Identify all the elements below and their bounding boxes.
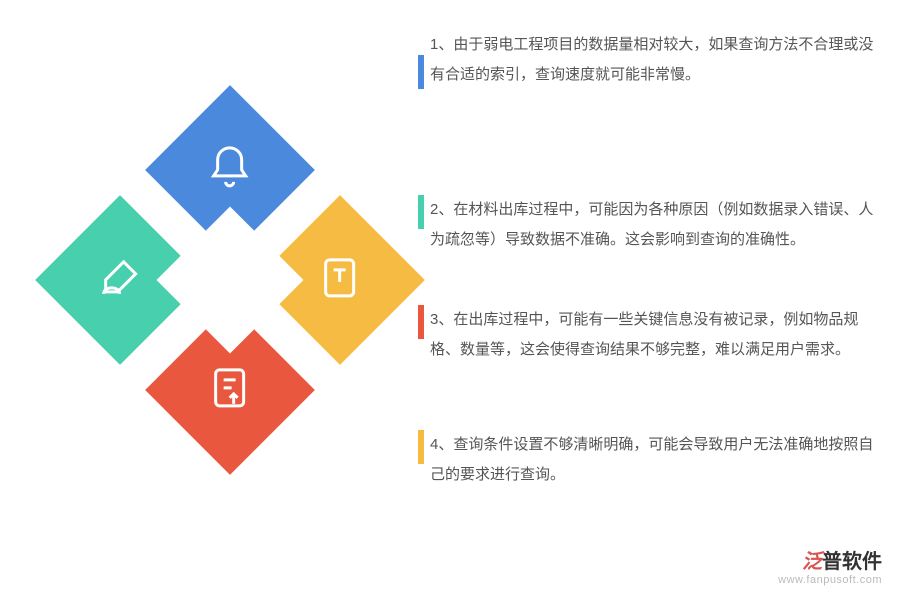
bell-icon <box>206 144 254 197</box>
upload-file-icon <box>206 364 254 417</box>
item-text-4: 4、查询条件设置不够清晰明确，可能会导致用户无法准确地按照自己的要求进行查询。 <box>430 430 880 490</box>
text-file-icon <box>316 254 364 307</box>
diamond-center <box>156 206 303 353</box>
edit-path-icon <box>96 254 144 307</box>
logo-text: 普软件 <box>822 551 882 573</box>
item-text-2: 2、在材料出库过程中，可能因为各种原因（例如数据录入错误、人为疏忽等）导致数据不… <box>430 195 880 255</box>
logo-url: www.fanpusoft.com <box>778 574 882 586</box>
accent-bar-3 <box>418 305 424 339</box>
accent-bar-1 <box>418 55 424 89</box>
logo-accent: 泛 <box>802 551 822 573</box>
item-text-1: 1、由于弱电工程项目的数据量相对较大，如果查询方法不合理或没有合适的索引，查询速… <box>430 30 880 90</box>
diamond-infographic <box>60 110 400 450</box>
brand-logo: 泛普软件 www.fanpusoft.com <box>778 545 882 586</box>
accent-bar-2 <box>418 195 424 229</box>
accent-bar-4 <box>418 430 424 464</box>
item-text-3: 3、在出库过程中，可能有一些关键信息没有被记录，例如物品规格、数量等，这会使得查… <box>430 305 880 365</box>
